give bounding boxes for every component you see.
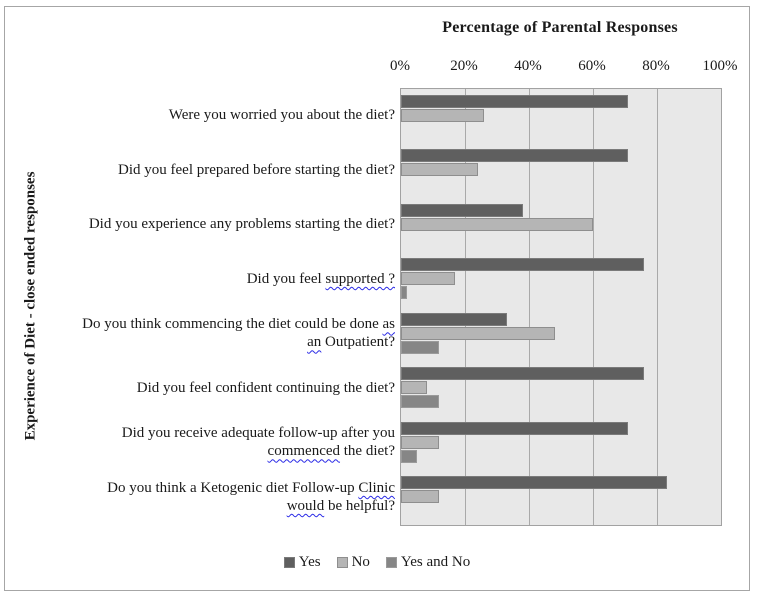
bar-no-6 — [401, 435, 440, 449]
category-label-3: Did you feel supported ? — [48, 252, 395, 307]
label-text: Did you feel confident continuing the di… — [136, 379, 395, 396]
x-tick-label: 100% — [702, 58, 738, 74]
category-label-text: Do you think commencing the diet could b… — [82, 315, 395, 351]
plot-area — [400, 88, 722, 526]
gridline — [529, 89, 530, 525]
bar-yes-and-no-6 — [401, 449, 417, 463]
bar-no-1 — [401, 163, 478, 176]
x-tick-label: 60% — [578, 58, 606, 74]
label-text: Were you worried you about the diet? — [168, 107, 395, 124]
spellcheck-underlined-text: an — [307, 334, 322, 351]
bar-yes-2 — [401, 203, 523, 217]
figure-border — [4, 6, 750, 591]
gridline — [593, 89, 594, 525]
bar-yes-3 — [401, 258, 645, 271]
category-label-1: Did you feel prepared before starting th… — [48, 143, 395, 198]
legend-label: Yes — [298, 553, 321, 570]
chart-title: Percentage of Parental Responses — [442, 19, 678, 36]
bar-no-3 — [401, 272, 456, 285]
bar-yes-6 — [401, 421, 629, 435]
label-text: Do you think a Ketogenic diet Follow-up — [107, 479, 359, 496]
legend: Yes No Yes and No — [4, 551, 750, 573]
x-tick-label: 80% — [642, 58, 670, 74]
gridline — [465, 89, 466, 525]
spellcheck-underlined-text: would — [286, 497, 325, 514]
spellcheck-underlined-text: supported ? — [325, 270, 395, 287]
legend-swatch-icon — [283, 556, 295, 568]
y-axis-title: Experience of Diet - close ended respons… — [22, 171, 39, 441]
category-label-text: Did you receive adequate follow-up after… — [122, 424, 395, 460]
legend-item-no: No — [336, 553, 370, 571]
category-label-text: Did you feel prepared before starting th… — [118, 161, 395, 179]
category-label-0: Were you worried you about the diet? — [48, 88, 395, 143]
x-axis-ticks: 0% 20% 40% 60% 80% 100% — [390, 58, 738, 78]
category-label-7: Do you think a Ketogenic diet Follow-up … — [48, 470, 395, 525]
bar-yes-and-no-3 — [401, 286, 408, 299]
bar-yes-1 — [401, 149, 629, 162]
bar-yes-and-no-5 — [401, 395, 440, 408]
bar-no-7 — [401, 490, 440, 503]
category-label-text: Were you worried you about the diet? — [169, 106, 395, 124]
bar-no-5 — [401, 381, 427, 394]
category-label-4: Do you think commencing the diet could b… — [48, 306, 395, 361]
x-tick-label: 20% — [450, 58, 478, 74]
legend-swatch-icon — [336, 556, 348, 568]
legend-item-yes-and-no: Yes and No — [385, 553, 471, 571]
category-label-text: Did you feel supported ? — [247, 270, 395, 288]
label-text: Did you feel prepared before starting th… — [118, 161, 395, 178]
bar-yes-5 — [401, 367, 645, 380]
category-label-5: Did you feel confident continuing the di… — [48, 361, 395, 416]
bar-yes-0 — [401, 94, 629, 108]
label-text: the diet? — [340, 443, 395, 460]
legend-item-yes: Yes — [283, 553, 321, 571]
legend-swatch-icon — [385, 556, 397, 568]
gridline — [657, 89, 658, 525]
bar-yes-7 — [401, 476, 667, 489]
spellcheck-underlined-text: Clinic — [358, 479, 395, 496]
category-label-text: Did you feel confident continuing the di… — [137, 379, 395, 397]
legend-label: Yes and No — [400, 553, 471, 570]
x-tick-label: 0% — [390, 58, 410, 74]
bar-no-2 — [401, 217, 593, 231]
label-text: Did you feel — [246, 270, 326, 287]
x-tick-label: 40% — [514, 58, 542, 74]
label-text: Do you think commencing the diet could b… — [82, 316, 383, 333]
category-label-2: Did you experience any problems starting… — [48, 197, 395, 252]
label-text: Did you experience any problems starting… — [88, 216, 395, 233]
spellcheck-underlined-text: commenced — [267, 443, 341, 460]
bar-yes-4 — [401, 312, 507, 326]
label-text: Did you receive adequate follow-up after… — [121, 425, 395, 442]
bar-yes-and-no-4 — [401, 340, 440, 354]
label-text: Outpatient? — [321, 334, 395, 351]
label-text: be helpful? — [324, 497, 395, 514]
category-labels: Were you worried you about the diet? Did … — [48, 88, 395, 524]
category-label-text: Do you think a Ketogenic diet Follow-up … — [107, 479, 395, 515]
legend-label: No — [351, 553, 370, 570]
category-label-6: Did you receive adequate follow-up after… — [48, 415, 395, 470]
bar-no-4 — [401, 326, 555, 340]
category-label-text: Did you experience any problems starting… — [89, 215, 395, 233]
bar-no-0 — [401, 108, 485, 122]
spellcheck-underlined-text: as — [382, 316, 396, 333]
